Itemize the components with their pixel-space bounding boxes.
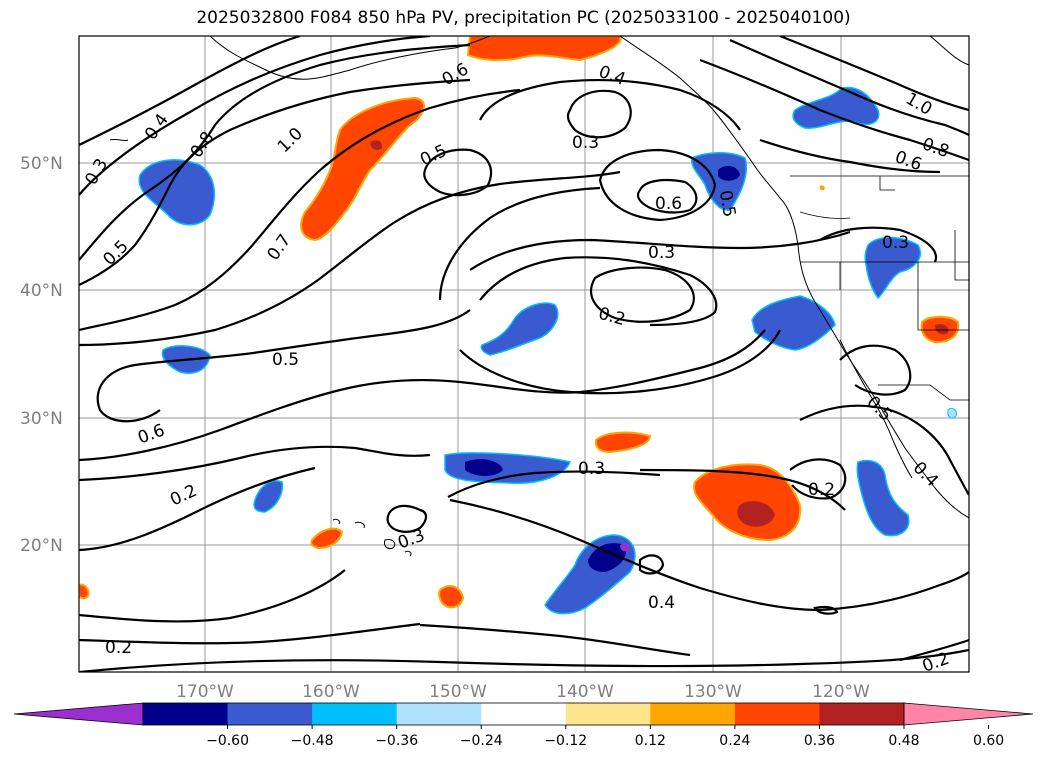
contour-label: 0.2 bbox=[808, 480, 835, 500]
neg-area-165w-23n bbox=[253, 480, 284, 513]
pv-contours bbox=[79, 36, 969, 672]
pos-area-150w-16n bbox=[438, 585, 465, 609]
neg-area-calif bbox=[751, 295, 836, 351]
colorbar-tick-label: −0.48 bbox=[291, 733, 334, 749]
neg-area-rockies bbox=[864, 236, 921, 300]
neg-core-128w-48n bbox=[718, 165, 740, 181]
neg-area-small-nm bbox=[947, 407, 957, 419]
map-frame-bg bbox=[79, 36, 969, 672]
pos-area-160w-50n bbox=[300, 96, 425, 242]
pos-core-160w-50n bbox=[370, 140, 383, 151]
pos-core-127w-24n bbox=[737, 501, 775, 527]
contour-label: 0.3 bbox=[578, 459, 605, 479]
pos-area-160w-20n bbox=[310, 527, 344, 550]
neg-area-baja bbox=[856, 459, 910, 537]
lat-label: 30°N bbox=[20, 409, 63, 429]
contour-label: 0.5 bbox=[272, 350, 299, 370]
neg-area-nw-coast bbox=[792, 86, 880, 129]
colorbar-segments bbox=[143, 703, 905, 725]
colorbar-segment bbox=[481, 703, 567, 725]
colorbar-ticks: −0.60 −0.48 −0.36 −0.24 −0.12 0.12 0.24 0.36 0.4… bbox=[206, 725, 1004, 749]
contour-label: 0.2 bbox=[105, 638, 132, 658]
neg-purple-140w-18n bbox=[620, 543, 631, 552]
contour-label: 0.3 bbox=[648, 243, 675, 263]
lat-label: 40°N bbox=[20, 281, 63, 301]
colorbar-tick-label: −0.12 bbox=[544, 733, 587, 749]
lon-label: 130°W bbox=[684, 682, 742, 702]
pos-area-gulf-alaska bbox=[466, 36, 622, 62]
colorbar-tick-label: 0.36 bbox=[804, 733, 835, 749]
pos-dot-122w-46n bbox=[819, 185, 825, 191]
contour-label: 0.4 bbox=[648, 593, 675, 613]
colorbar-segment bbox=[312, 703, 398, 725]
lon-label: 140°W bbox=[556, 682, 614, 702]
colorbar-segment bbox=[227, 703, 313, 725]
contour-label: 0.3 bbox=[882, 233, 909, 253]
pos-area-140w-27n bbox=[594, 431, 652, 454]
colorbar-segment bbox=[734, 703, 820, 725]
contour-label: 0.2 bbox=[920, 649, 952, 677]
colorbar-tick-label: −0.36 bbox=[375, 733, 418, 749]
colorbar-tick-label: −0.60 bbox=[206, 733, 249, 749]
colorbar: −0.60 −0.48 −0.36 −0.24 −0.12 0.12 0.24 0.36 0.4… bbox=[13, 702, 1034, 749]
colorbar-tick-label: 0.12 bbox=[635, 733, 666, 749]
lon-label: 170°W bbox=[176, 682, 234, 702]
colorbar-extend-right bbox=[903, 702, 1034, 726]
colorbar-segment bbox=[650, 703, 736, 725]
neg-area-west-50n bbox=[138, 159, 216, 226]
lon-label: 120°W bbox=[812, 682, 870, 702]
political-borders bbox=[790, 175, 969, 401]
colorbar-segment bbox=[143, 703, 229, 725]
neg-core-140w-18n bbox=[588, 543, 627, 572]
colorbar-tick-label: −0.24 bbox=[460, 733, 503, 749]
lon-label: 150°W bbox=[429, 682, 487, 702]
colorbar-tick-label: 0.60 bbox=[973, 733, 1004, 749]
map-title: 2025032800 F084 850 hPa PV, precipitatio… bbox=[196, 8, 851, 28]
colorbar-border bbox=[142, 702, 905, 726]
colorbar-segment bbox=[565, 703, 651, 725]
latitude-labels: 50°N 40°N 30°N 20°N bbox=[20, 154, 63, 556]
precip-negative-areas bbox=[138, 86, 957, 615]
gridlines bbox=[79, 36, 969, 672]
lat-label: 20°N bbox=[20, 536, 63, 556]
pos-core-southwest-us bbox=[935, 323, 949, 335]
map-border bbox=[78, 35, 970, 673]
colorbar-extend-left bbox=[13, 702, 144, 726]
precip-positive-areas bbox=[79, 36, 960, 609]
contour-label: 0.6 bbox=[655, 194, 682, 214]
colorbar-segment bbox=[396, 703, 482, 725]
neg-area-145w-37n bbox=[480, 302, 559, 356]
pos-area-west-edge bbox=[79, 583, 90, 600]
lat-label: 50°N bbox=[20, 154, 63, 174]
longitude-labels: 170°W 160°W 150°W 140°W 130°W 120°W bbox=[176, 682, 870, 702]
neg-core-150w-26n bbox=[465, 459, 503, 476]
contour-label: 0.3 bbox=[572, 133, 599, 153]
lon-label: 160°W bbox=[302, 682, 360, 702]
colorbar-segment bbox=[819, 703, 905, 725]
colorbar-tick-label: 0.48 bbox=[888, 733, 919, 749]
colorbar-tick-label: 0.24 bbox=[719, 733, 750, 749]
contour-label: 0.5 bbox=[715, 189, 739, 219]
